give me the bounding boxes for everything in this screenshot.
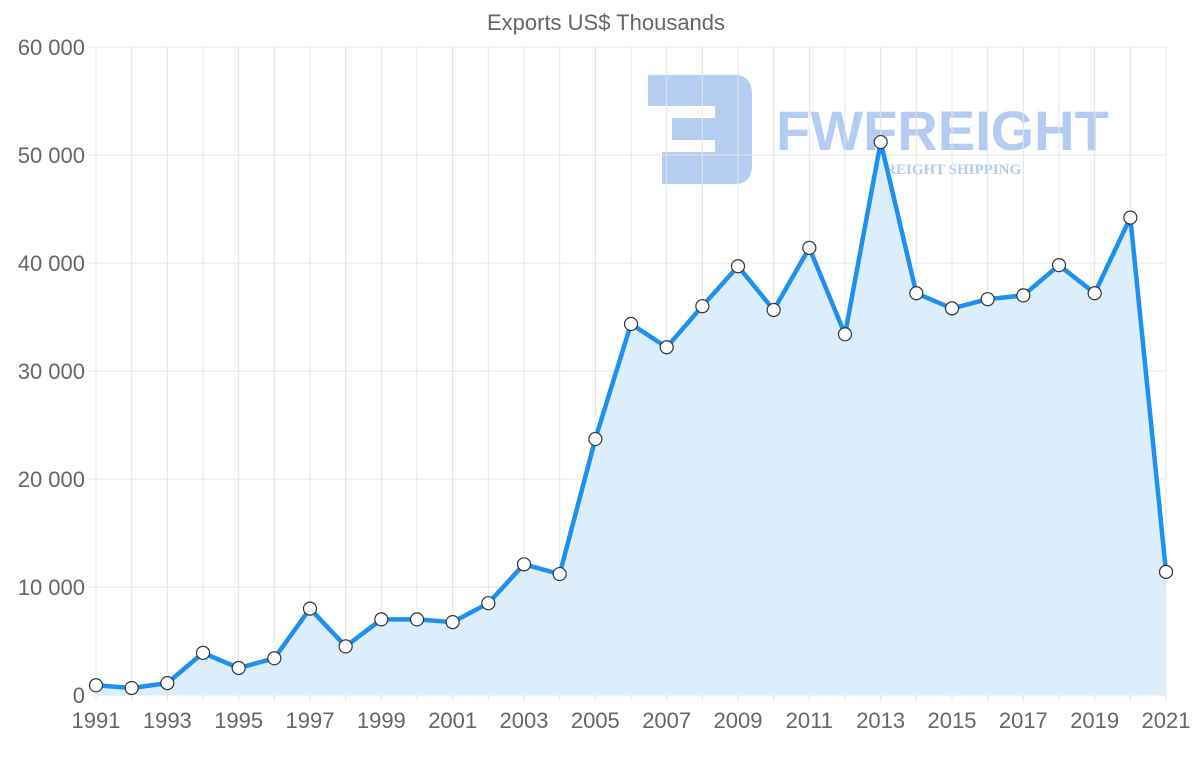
chart-title: Exports US$ Thousands [487, 10, 725, 35]
data-point[interactable] [374, 612, 389, 627]
data-point[interactable] [837, 327, 853, 342]
data-point[interactable] [124, 680, 139, 696]
y-tick-label: 30 000 [18, 359, 85, 384]
x-tick-label: 2005 [571, 708, 620, 733]
y-tick-label: 0 [73, 683, 85, 708]
y-axis: 0 10 000 20 000 30 000 40 000 50 000 60 000 [18, 35, 85, 708]
logo-mark-icon [648, 75, 752, 184]
data-point[interactable] [160, 676, 175, 691]
data-point[interactable] [944, 301, 960, 316]
x-tick-label: 2009 [714, 708, 763, 733]
watermark-tagline: FREIGHT SHIPPING [876, 162, 1021, 178]
x-tick-label: 2013 [856, 708, 905, 733]
data-point[interactable] [1087, 286, 1102, 301]
x-tick-label: 2007 [642, 708, 691, 733]
y-tick-label: 40 000 [18, 251, 85, 276]
watermark-logo: FWFREIGHT FREIGHT SHIPPING [648, 75, 1109, 184]
x-axis: 1991 1993 1995 1997 1999 2001 2003 2005 2007 2009… [72, 708, 1191, 733]
data-point[interactable] [802, 240, 817, 255]
y-tick-label: 10 000 [18, 575, 85, 600]
data-point[interactable] [1158, 564, 1174, 579]
data-point[interactable] [873, 134, 888, 150]
data-point[interactable] [481, 596, 496, 611]
x-tick-label: 2019 [1070, 708, 1119, 733]
x-tick-label: 2001 [428, 708, 477, 733]
data-point[interactable] [623, 316, 639, 332]
data-points [88, 134, 1174, 696]
data-point[interactable] [909, 286, 924, 301]
data-point[interactable] [231, 660, 246, 676]
x-tick-label: 1997 [286, 708, 335, 733]
data-point[interactable] [88, 678, 104, 693]
data-point[interactable] [588, 431, 603, 447]
data-point[interactable] [409, 612, 425, 627]
data-point[interactable] [267, 651, 282, 666]
data-point[interactable] [1016, 288, 1031, 303]
data-point[interactable] [302, 601, 318, 616]
x-tick-label: 1993 [143, 708, 192, 733]
x-tick-label: 2021 [1142, 708, 1191, 733]
x-tick-label: 2015 [928, 708, 977, 733]
data-point[interactable] [730, 259, 746, 274]
y-tick-label: 50 000 [18, 143, 85, 168]
y-tick-label: 60 000 [18, 35, 85, 60]
x-tick-label: 1999 [357, 708, 406, 733]
data-point[interactable] [516, 557, 532, 572]
x-tick-label: 2003 [500, 708, 549, 733]
series-area [96, 142, 1166, 695]
data-point[interactable] [338, 639, 353, 654]
data-point[interactable] [659, 340, 674, 355]
y-tick-label: 20 000 [18, 467, 85, 492]
data-point[interactable] [552, 566, 567, 582]
data-point[interactable] [1123, 210, 1138, 225]
data-point[interactable] [695, 299, 710, 314]
data-point[interactable] [195, 645, 211, 660]
data-point[interactable] [766, 302, 781, 318]
x-tick-label: 2017 [999, 708, 1048, 733]
data-point[interactable] [1051, 258, 1067, 273]
watermark-brand: FWFREIGHT [776, 99, 1109, 162]
x-tick-label: 1991 [72, 708, 121, 733]
data-point[interactable] [445, 614, 460, 630]
x-tick-label: 1995 [214, 708, 263, 733]
data-point[interactable] [980, 292, 995, 307]
x-tick-label: 2011 [786, 708, 833, 733]
